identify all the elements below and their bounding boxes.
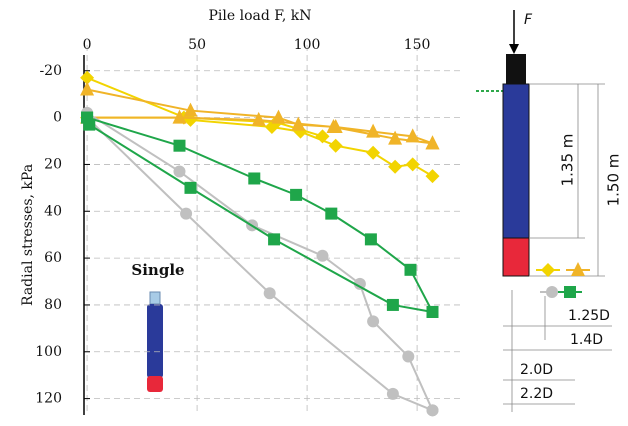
dim-label: 1.50 m (605, 154, 623, 207)
marker (426, 305, 439, 318)
marker (426, 404, 439, 417)
marker (405, 157, 420, 172)
annotation: Single (131, 261, 184, 279)
marker (564, 286, 576, 298)
marker (251, 111, 266, 126)
marker (425, 135, 440, 150)
marker (268, 233, 281, 246)
marker (326, 118, 341, 133)
marker (263, 287, 276, 300)
marker (402, 350, 415, 363)
arrow-head (509, 44, 519, 54)
y-axis-label: Radial stresses, kPa (20, 164, 36, 306)
marker (290, 188, 303, 201)
y-tick-label: 120 (35, 391, 62, 407)
dim-label: 2.2D (520, 386, 553, 402)
marker (366, 123, 381, 138)
pile-tip (502, 237, 530, 277)
marker (366, 145, 381, 160)
marker (173, 139, 186, 152)
marker (325, 207, 338, 220)
y-tick-label: 60 (44, 250, 62, 266)
marker (388, 130, 403, 145)
marker (404, 263, 417, 276)
dim-label: 2.0D (520, 362, 553, 378)
marker (80, 81, 95, 96)
marker (425, 169, 440, 184)
marker (80, 70, 95, 85)
y-tick-label: 0 (53, 110, 62, 126)
y-tick-label: -20 (39, 63, 62, 79)
pile-icon (147, 291, 163, 392)
marker (386, 298, 399, 311)
y-tick-label: 40 (44, 203, 62, 219)
dim-label: 1.35 m (559, 134, 577, 187)
series-line (86, 76, 434, 177)
marker (353, 277, 366, 290)
marker (83, 118, 96, 131)
x-tick-label: 50 (188, 37, 206, 53)
marker (271, 109, 286, 124)
marker (328, 138, 343, 153)
force-label: F (524, 12, 533, 28)
marker (183, 102, 198, 117)
marker (546, 286, 558, 298)
x-axis-label: Pile load F, kN (209, 8, 312, 24)
marker (248, 172, 261, 185)
marker (315, 129, 330, 144)
pile-cap (506, 54, 526, 84)
dim-label: 1.4D (570, 332, 603, 348)
marker (184, 181, 197, 194)
marker (388, 159, 403, 174)
marker (367, 315, 380, 328)
y-tick-label: 100 (35, 344, 62, 360)
pile-schematic: F 1.35 m 1.50 m 1.25D 1.4D 2.0D 2.2D (476, 10, 623, 412)
y-tick-label: 20 (44, 156, 62, 172)
marker (291, 116, 306, 131)
marker (172, 109, 187, 124)
marker (571, 262, 585, 276)
marker (364, 233, 377, 246)
x-tick-label: 150 (404, 37, 431, 53)
marker (173, 165, 186, 178)
x-tick-label: 0 (83, 37, 92, 53)
marker (316, 249, 329, 262)
dim-label: 1.25D (568, 308, 610, 324)
marker (405, 128, 420, 143)
marker (386, 387, 399, 400)
marker (541, 263, 555, 277)
y-tick-label: 80 (44, 297, 62, 313)
x-tick-label: 100 (294, 37, 321, 53)
marker (180, 207, 193, 220)
